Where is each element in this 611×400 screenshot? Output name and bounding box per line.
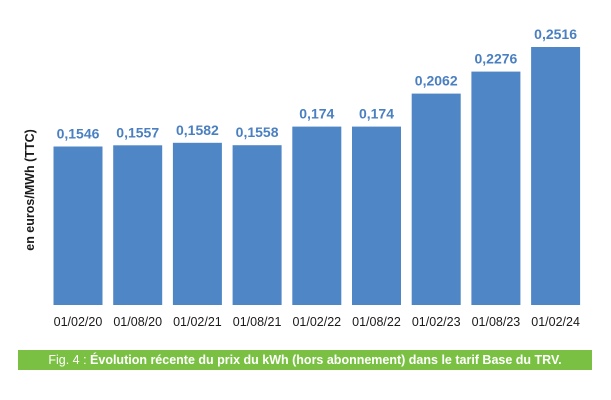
caption-text: Évolution récente du prix du kWh (hors a… bbox=[90, 353, 562, 367]
bar-01/02/24 bbox=[531, 47, 581, 305]
bar-01/08/21 bbox=[232, 145, 282, 305]
value-label: 0,2276 bbox=[474, 51, 517, 67]
value-label: 0,1546 bbox=[57, 126, 100, 142]
value-label: 0,2516 bbox=[534, 26, 577, 42]
value-label: 0,2062 bbox=[415, 73, 458, 89]
y-axis-label: en euros/MWh (TTC) bbox=[23, 129, 37, 251]
x-tick-label: 01/02/20 bbox=[54, 315, 103, 329]
value-label: 0,1557 bbox=[116, 124, 159, 140]
figure-caption: Fig. 4 : Évolution récente du prix du kW… bbox=[18, 350, 592, 370]
bar-01/08/20 bbox=[113, 145, 163, 305]
bar-01/02/20 bbox=[53, 146, 103, 305]
bar-01/08/22 bbox=[352, 126, 401, 305]
x-tick-label: 01/02/24 bbox=[531, 315, 580, 329]
x-tick-labels-layer: 01/02/20 01/08/20 01/02/21 01/08/21 01/02/22… bbox=[54, 315, 580, 329]
value-label: 0,1582 bbox=[176, 122, 219, 138]
bar-01/02/21 bbox=[172, 142, 222, 305]
x-tick-label: 01/08/22 bbox=[352, 315, 401, 329]
x-tick-label: 01/02/22 bbox=[292, 315, 341, 329]
bars-layer bbox=[53, 47, 581, 305]
value-labels-layer: 0,1546 0,1557 0,1582 0,1558 0,174 0,174 0,2062… bbox=[57, 26, 578, 142]
x-tick-label: 01/08/21 bbox=[233, 315, 282, 329]
x-tick-label: 01/02/21 bbox=[173, 315, 222, 329]
x-tick-label: 01/02/23 bbox=[412, 315, 461, 329]
value-label: 0,174 bbox=[359, 106, 394, 122]
x-tick-label: 01/08/23 bbox=[472, 315, 521, 329]
value-label: 0,174 bbox=[299, 106, 334, 122]
bar-01/02/22 bbox=[292, 126, 342, 305]
x-tick-label: 01/08/20 bbox=[113, 315, 162, 329]
bar-01/02/23 bbox=[411, 93, 461, 305]
value-label: 0,1558 bbox=[236, 124, 279, 140]
bar-01/08/23 bbox=[471, 71, 521, 305]
caption-prefix: Fig. 4 : bbox=[48, 353, 91, 367]
